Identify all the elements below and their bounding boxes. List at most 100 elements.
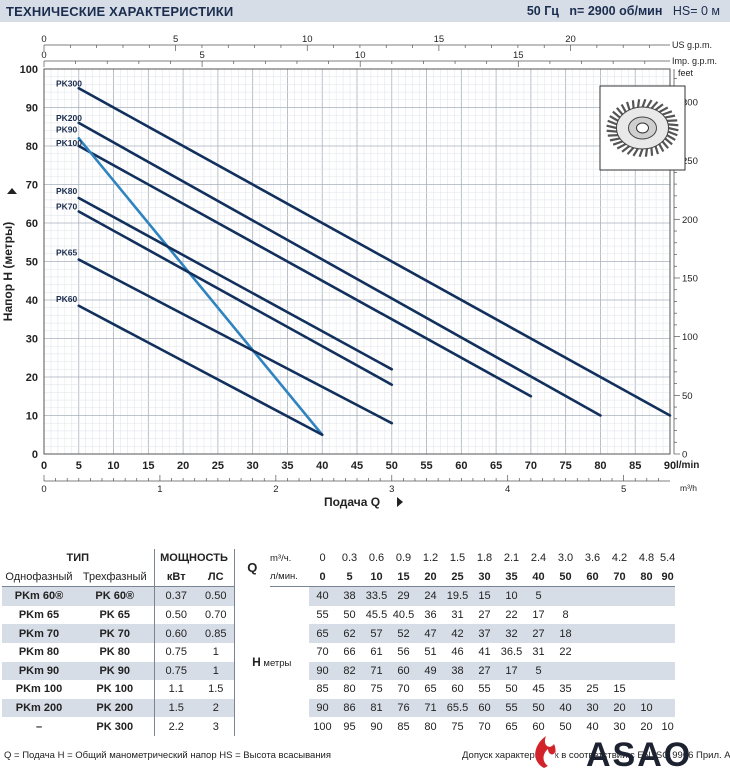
head-value: 60 [471,698,498,718]
head-value: 66 [343,646,356,659]
power-kw: 1.5 [153,698,198,718]
suction-height-label: HS= 0 м [672,4,720,18]
us-gpm-tick-label: 10 [302,34,313,45]
impeller-vane-icon [646,99,653,109]
y-tick-label: 100 [20,64,38,76]
head-value: 85 [397,720,410,733]
head-value: 33.5 [363,586,390,606]
head-value: 45.5 [365,609,388,622]
head-value: 70 [316,646,329,659]
x-tick-label: 80 [594,460,606,472]
x-tick-label: 10 [107,460,119,472]
head-value: 75 [370,683,383,696]
y-tick-label: 20 [26,372,38,384]
head-value: 46 [451,646,464,659]
head-value: 27 [525,624,552,643]
y-tick-label: 10 [26,411,38,423]
head-value: 17 [498,661,525,681]
head-value: 37 [471,624,498,643]
table-row: PKm 100 PK 100 1.1 1.5 85 80 75 70 65 60 55 50 45 35 2… [2,680,675,699]
impeller-vane-icon [607,119,618,126]
head-value: 15 [613,683,626,696]
head-value [606,586,633,606]
q-m3h-value: 0.3 [341,552,358,565]
m3h-tick-label: 0 [41,484,46,495]
head-value: 32 [498,624,525,643]
series-pk65-line [77,258,394,425]
head-value [579,624,606,643]
head-value [579,643,606,662]
flame-mark-icon [535,736,556,768]
model-three-phase: PK 70 [76,624,154,643]
single-phase-header: Однофазный [2,567,76,588]
operating-conditions: 50 Гц n= 2900 об/мин HS= 0 м [527,4,720,18]
power-kw: 1.1 [153,680,198,699]
x-tick-label: 25 [212,460,224,472]
head-value: 50 [343,609,356,622]
feet-tick-label: 100 [682,332,698,343]
head-value [660,698,676,718]
head-value: 60 [451,683,464,696]
x-tick-label: 20 [177,460,189,472]
head-value: 42 [444,624,471,643]
feet-tick-label: 300 [682,97,698,108]
head-value: 5 [525,661,552,681]
q-m3h-value: 0 [319,552,326,565]
impeller-vane-icon [654,103,664,111]
head-value: 80 [424,720,437,733]
head-value: 95 [343,720,356,733]
head-value: 90 [309,698,336,718]
y-tick-label: 40 [26,295,38,307]
head-value: 10 [661,720,674,733]
impeller-vane-icon [650,101,659,110]
m3h-tick-label: 3 [389,484,394,495]
impeller-vane-icon [636,99,641,108]
head-value: 40 [586,720,599,733]
feet-tick-label: 150 [682,273,698,284]
impeller-vane-icon [626,146,635,155]
x-tick-label: 65 [490,460,502,472]
q-m3h-value: 0.6 [368,552,385,565]
model-single-phase: – [35,720,43,733]
series-pk300-label: PK300 [56,78,82,88]
impeller-vane-icon [609,115,619,122]
impeller-vane-icon [666,119,678,122]
q-header: Q [233,549,270,587]
head-value [633,586,660,606]
series-pk90-line [77,137,324,437]
power-hp: 2 [198,698,234,718]
plot-frame [43,68,671,455]
head-value: 86 [336,698,363,718]
q-lmin-unit: л/мин. [270,567,309,588]
impeller-vane-icon [607,134,619,137]
power-kw: 0.75 [153,661,198,681]
power-header: МОЩНОСТЬ [153,549,234,568]
head-value [660,606,675,625]
x-tick-label: 35 [281,460,293,472]
impeller-vane-icon [658,143,665,153]
head-value: 52 [390,624,417,643]
impeller-vane-icon [631,100,635,109]
head-value: 45 [532,683,545,696]
head-value [552,586,579,606]
model-single-phase: PKm 60® [2,586,76,606]
head-value [579,661,606,681]
head-value [606,606,633,625]
head-value: 30 [613,720,626,733]
model-three-phase: PK 60® [76,586,154,606]
head-value: 36.5 [500,646,523,659]
power-hp: 0.85 [198,624,234,643]
table-row: PKm 80 PK 80 0.75 1 70 66 61 56 51 46 41 36.5 31 22 [2,642,675,662]
y-tick-label: 90 [26,103,38,115]
model-single-phase: PKm 90 [2,661,76,681]
three-phase-header: Трехфазный [76,567,154,588]
head-value: 100 [313,720,332,733]
model-single-phase: PKm 80 [18,646,60,659]
impeller-vane-icon [632,147,639,157]
head-value: 30 [579,698,606,718]
q-m3h-value: 4.2 [611,552,628,565]
y-tick-label: 50 [26,257,38,269]
x-tick-label: 15 [142,460,154,472]
impeller-vane-icon [668,123,679,127]
